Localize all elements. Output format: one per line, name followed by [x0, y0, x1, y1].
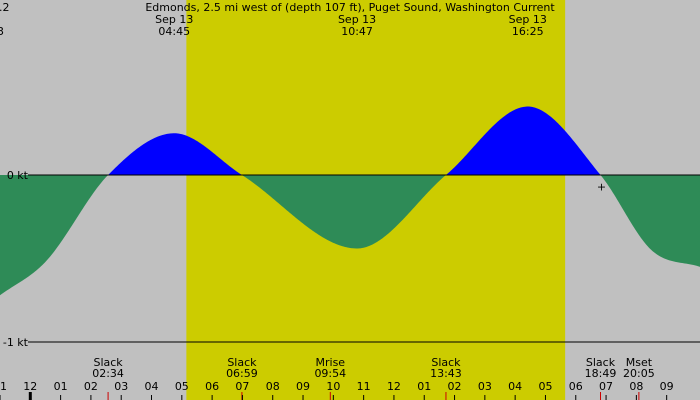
hour-tick-label: 03: [478, 380, 492, 393]
event-time-label: 18:49: [585, 367, 617, 380]
ebb-current-area: [0, 175, 700, 296]
peak-date-label: Sep 13: [155, 13, 193, 26]
hour-tick-label: 09: [296, 380, 310, 393]
hour-tick-label: 06: [205, 380, 219, 393]
hour-tick-label: 01: [54, 380, 68, 393]
y-tick-label: -1 kt: [3, 336, 29, 349]
event-name-label: Slack: [431, 356, 461, 369]
hour-tick-label: 11: [357, 380, 371, 393]
event-name-label: Mrise: [316, 356, 346, 369]
edge-label-top: .2: [0, 1, 10, 14]
hour-tick-label: 11: [0, 380, 7, 393]
hour-tick-label: 12: [23, 380, 37, 393]
hour-tick-label: 10: [326, 380, 340, 393]
y-axis-lines: 0 kt -1 kt: [3, 169, 700, 349]
event-time-label: 06:59: [226, 367, 258, 380]
hour-tick-label: 02: [448, 380, 462, 393]
hour-tick-label: 07: [235, 380, 249, 393]
peak-time-label: 10:47: [341, 25, 373, 38]
event-time-label: 09:54: [314, 367, 346, 380]
edge-label-bottom: 3: [0, 25, 4, 38]
peak-date-label: Sep 13: [338, 13, 376, 26]
chart-labels: Edmonds, 2.5 mi west of (depth 107 ft), …: [0, 1, 674, 400]
peak-time-label: 16:25: [512, 25, 544, 38]
hour-tick-label: 01: [417, 380, 431, 393]
hour-tick-label: 08: [266, 380, 280, 393]
current-time-marker: +: [597, 181, 606, 194]
hour-tick-label: 07: [599, 380, 613, 393]
event-name-label: Mset: [626, 356, 653, 369]
hour-tick-label: 12: [387, 380, 401, 393]
hour-tick-label: 04: [145, 380, 159, 393]
hour-tick-label: 04: [508, 380, 522, 393]
hour-tick-label: 05: [175, 380, 189, 393]
hour-tick-label: 03: [114, 380, 128, 393]
event-time-label: 02:34: [92, 367, 124, 380]
hour-tick-label: 02: [84, 380, 98, 393]
peak-time-label: 04:45: [158, 25, 190, 38]
hour-tick-label: 06: [569, 380, 583, 393]
event-name-label: Slack: [227, 356, 257, 369]
hour-tick-label: 09: [660, 380, 674, 393]
hour-tick-label: 08: [629, 380, 643, 393]
flood-current-area: [0, 106, 700, 175]
event-time-label: 20:05: [623, 367, 655, 380]
y-tick-label: 0 kt: [7, 169, 29, 182]
peak-date-label: Sep 13: [509, 13, 547, 26]
chart-title: Edmonds, 2.5 mi west of (depth 107 ft), …: [145, 1, 555, 14]
hour-tick-label: 05: [538, 380, 552, 393]
event-name-label: Slack: [586, 356, 616, 369]
event-name-label: Slack: [93, 356, 123, 369]
event-time-label: 13:43: [430, 367, 462, 380]
